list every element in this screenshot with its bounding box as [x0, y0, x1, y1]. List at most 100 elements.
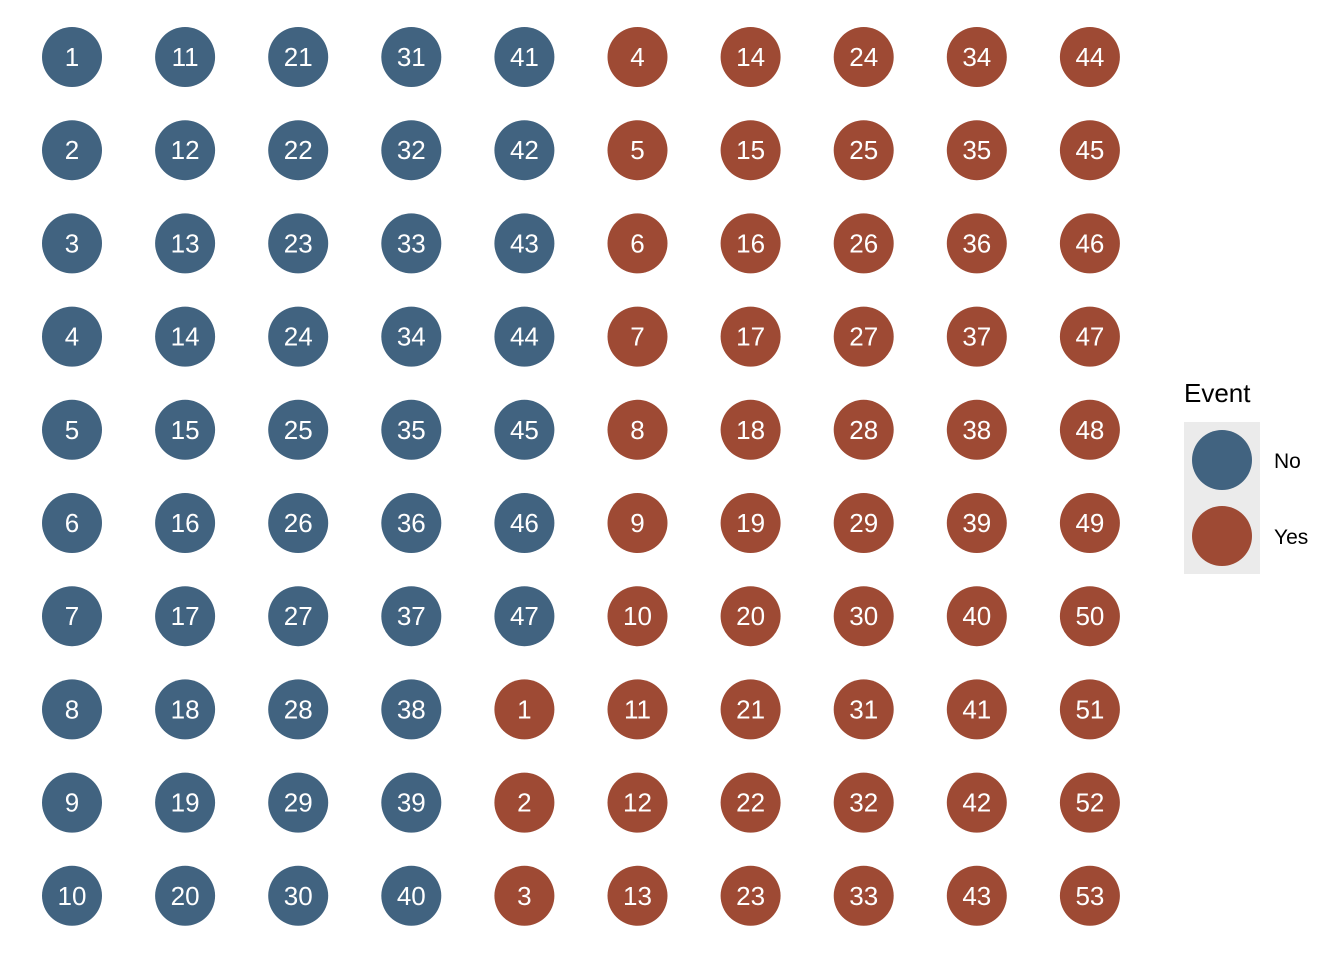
point-label-yes-19: 19 — [736, 508, 765, 538]
point-no-3 — [42, 213, 102, 274]
point-label-no-13: 13 — [171, 228, 200, 258]
point-label-no-34: 34 — [397, 322, 426, 352]
point-yes-4 — [607, 27, 668, 87]
point-label-yes-53: 53 — [1075, 881, 1104, 911]
point-label-yes-34: 34 — [962, 42, 991, 72]
point-yes-39 — [946, 493, 1007, 553]
point-label-no-14: 14 — [171, 322, 200, 352]
point-no-28 — [268, 679, 329, 740]
point-no-5 — [42, 399, 102, 460]
point-no-10 — [42, 865, 102, 926]
point-label-no-37: 37 — [397, 601, 426, 631]
point-label-yes-2: 2 — [517, 788, 531, 818]
point-no-32 — [381, 120, 442, 181]
point-no-35 — [381, 399, 442, 460]
point-label-yes-29: 29 — [849, 508, 878, 538]
point-yes-21 — [720, 679, 781, 740]
point-no-23 — [268, 213, 329, 274]
point-label-yes-20: 20 — [736, 601, 765, 631]
point-label-yes-21: 21 — [736, 694, 765, 724]
point-label-no-46: 46 — [510, 508, 539, 538]
point-no-41 — [494, 27, 555, 87]
point-label-yes-25: 25 — [849, 135, 878, 165]
point-yes-41 — [946, 679, 1007, 740]
point-yes-10 — [607, 586, 668, 647]
point-label-yes-28: 28 — [849, 415, 878, 445]
point-label-no-6: 6 — [65, 508, 79, 538]
point-no-36 — [381, 493, 442, 553]
point-no-31 — [381, 27, 442, 87]
point-label-yes-38: 38 — [962, 415, 991, 445]
point-no-14 — [155, 306, 216, 367]
point-yes-47 — [1059, 306, 1120, 367]
point-yes-29 — [833, 493, 894, 553]
point-label-no-35: 35 — [397, 415, 426, 445]
point-no-38 — [381, 679, 442, 740]
point-label-no-28: 28 — [284, 694, 313, 724]
point-label-no-2: 2 — [65, 135, 79, 165]
point-label-no-9: 9 — [65, 788, 79, 818]
point-label-no-27: 27 — [284, 601, 313, 631]
point-no-25 — [268, 399, 329, 460]
point-label-no-29: 29 — [284, 788, 313, 818]
point-yes-28 — [833, 399, 894, 460]
point-no-15 — [155, 399, 216, 460]
point-label-yes-26: 26 — [849, 228, 878, 258]
point-label-yes-43: 43 — [962, 881, 991, 911]
point-no-27 — [268, 586, 329, 647]
point-no-16 — [155, 493, 216, 553]
point-label-yes-10: 10 — [623, 601, 652, 631]
point-no-26 — [268, 493, 329, 553]
point-no-46 — [494, 493, 555, 553]
point-label-no-11: 11 — [172, 42, 199, 72]
point-label-yes-46: 46 — [1075, 228, 1104, 258]
point-yes-48 — [1059, 399, 1120, 460]
point-no-4 — [42, 306, 102, 367]
legend-swatch-yes — [1192, 506, 1252, 566]
point-yes-13 — [607, 865, 668, 926]
point-no-33 — [381, 213, 442, 274]
point-yes-45 — [1059, 120, 1120, 181]
point-no-39 — [381, 772, 442, 833]
point-label-yes-39: 39 — [962, 508, 991, 538]
point-label-no-36: 36 — [397, 508, 426, 538]
legend-title: Event — [1184, 378, 1251, 408]
point-no-37 — [381, 586, 442, 647]
point-no-8 — [42, 679, 102, 740]
point-yes-40 — [946, 586, 1007, 647]
point-label-yes-8: 8 — [630, 415, 644, 445]
point-label-no-10: 10 — [58, 881, 87, 911]
point-label-yes-18: 18 — [736, 415, 765, 445]
point-label-yes-1: 1 — [517, 694, 531, 724]
point-label-yes-32: 32 — [849, 788, 878, 818]
point-label-yes-14: 14 — [736, 42, 765, 72]
point-label-no-3: 3 — [65, 228, 79, 258]
legend-label-yes: Yes — [1274, 526, 1309, 549]
point-no-29 — [268, 772, 329, 833]
point-label-yes-51: 51 — [1075, 694, 1104, 724]
point-label-no-42: 42 — [510, 135, 539, 165]
point-label-no-47: 47 — [510, 601, 539, 631]
point-label-yes-7: 7 — [630, 322, 644, 352]
point-label-no-25: 25 — [284, 415, 313, 445]
point-no-2 — [42, 120, 102, 181]
point-yes-7 — [607, 306, 668, 367]
point-label-no-5: 5 — [65, 415, 79, 445]
point-label-no-18: 18 — [171, 694, 200, 724]
point-label-yes-45: 45 — [1075, 135, 1104, 165]
point-yes-42 — [946, 772, 1007, 833]
waffle-plot: 1234567891011121314151617181920212223242… — [42, 27, 1120, 926]
point-label-yes-12: 12 — [623, 788, 652, 818]
point-yes-46 — [1059, 213, 1120, 274]
point-no-44 — [494, 306, 555, 367]
point-no-11 — [155, 27, 216, 87]
point-label-no-24: 24 — [284, 322, 313, 352]
point-label-no-31: 31 — [397, 42, 426, 72]
point-label-yes-48: 48 — [1075, 415, 1104, 445]
point-no-30 — [268, 865, 329, 926]
point-label-yes-4: 4 — [630, 42, 644, 72]
point-yes-30 — [833, 586, 894, 647]
point-label-no-8: 8 — [65, 694, 79, 724]
point-yes-17 — [720, 306, 781, 367]
point-no-1 — [42, 27, 102, 87]
